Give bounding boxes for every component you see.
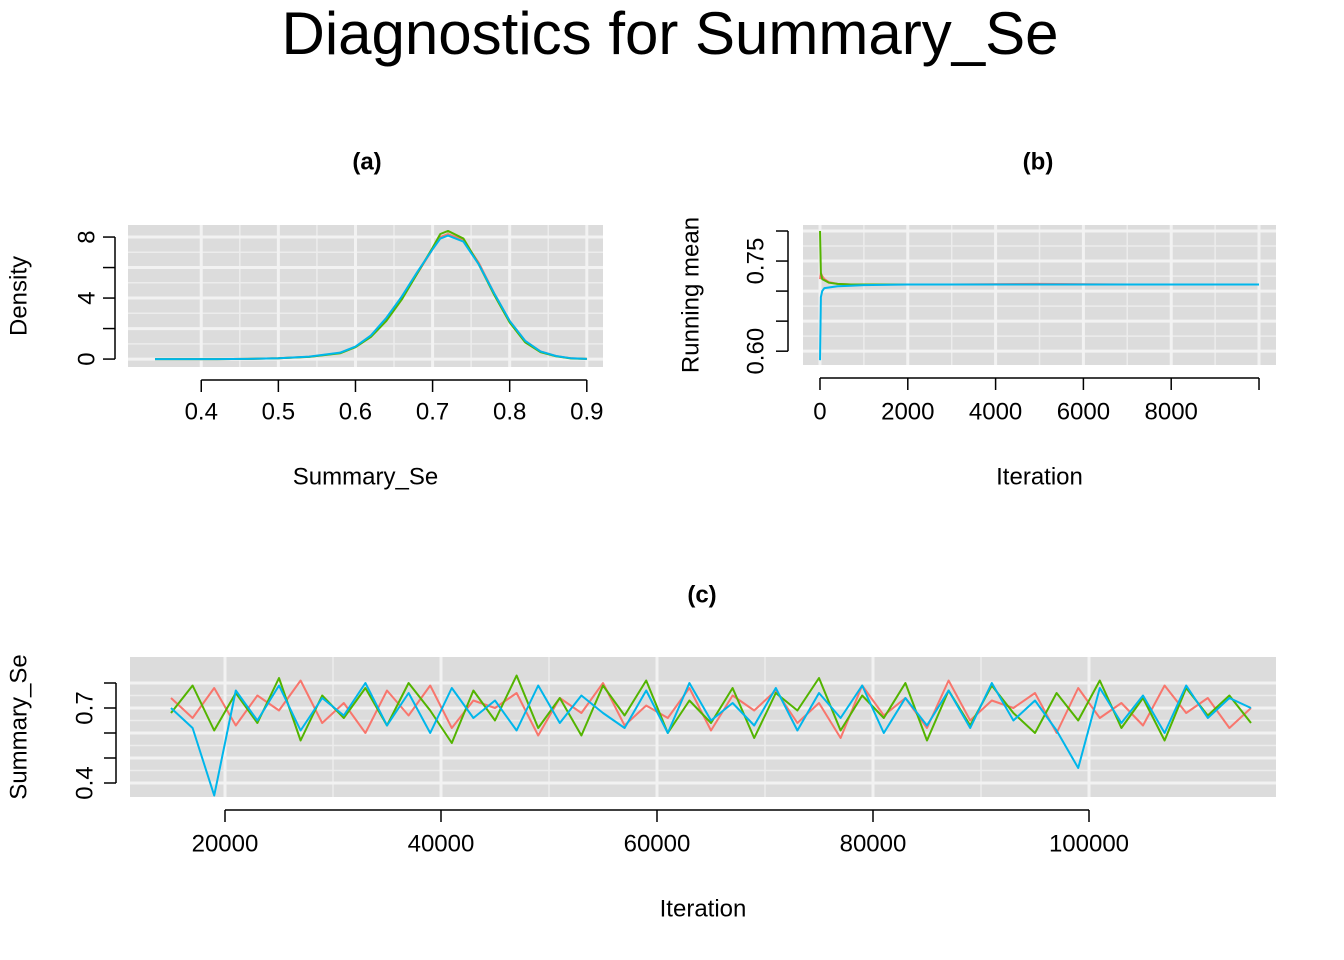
x-tick-label: 8000: [1145, 398, 1198, 425]
y-tick-label: 0.7: [71, 691, 98, 724]
x-tick-label: 100000: [1049, 830, 1129, 857]
y-tick-label: 0.4: [71, 766, 98, 799]
y-tick-label: 0.75: [742, 238, 769, 285]
series-line: [819, 283, 1260, 361]
x-tick-label: 4000: [969, 398, 1022, 425]
plot-background: [130, 657, 1276, 797]
x-tick-label: 0.6: [339, 398, 372, 425]
series-line: [170, 674, 1252, 744]
x-tick-label: 6000: [1057, 398, 1110, 425]
y-tick-label: 0.60: [742, 328, 769, 375]
x-tick-label: 0.7: [416, 398, 449, 425]
y-axis-label: Summary_Se: [5, 654, 32, 799]
y-tick-label: 8: [73, 230, 100, 243]
x-axis-label: Iteration: [996, 463, 1083, 490]
x-tick-label: 60000: [624, 830, 691, 857]
x-axis-label: Iteration: [660, 895, 747, 922]
x-tick-label: 2000: [881, 398, 934, 425]
series-line: [170, 682, 1252, 797]
x-axis-label: Summary_Se: [293, 463, 438, 490]
x-tick-label: 80000: [840, 830, 907, 857]
subplot-title: (b): [1023, 148, 1054, 175]
x-tick-label: 20000: [192, 830, 259, 857]
series-line: [170, 679, 1252, 739]
x-tick-label: 0.8: [493, 398, 526, 425]
subplot-title: (c): [687, 581, 716, 608]
x-tick-label: 0.5: [262, 398, 295, 425]
figure-title: Diagnostics for Summary_Se: [282, 0, 1059, 67]
series-line: [154, 234, 587, 361]
y-axis-label: Running mean: [677, 217, 704, 373]
x-tick-label: 0.9: [570, 398, 603, 425]
y-tick-label: 0: [73, 352, 100, 365]
y-tick-label: 4: [73, 291, 100, 304]
x-tick-label: 40000: [408, 830, 475, 857]
y-axis-label: Density: [5, 256, 32, 336]
x-tick-label: 0: [813, 398, 826, 425]
subplot-title: (a): [352, 148, 381, 175]
x-tick-label: 0.4: [185, 398, 218, 425]
